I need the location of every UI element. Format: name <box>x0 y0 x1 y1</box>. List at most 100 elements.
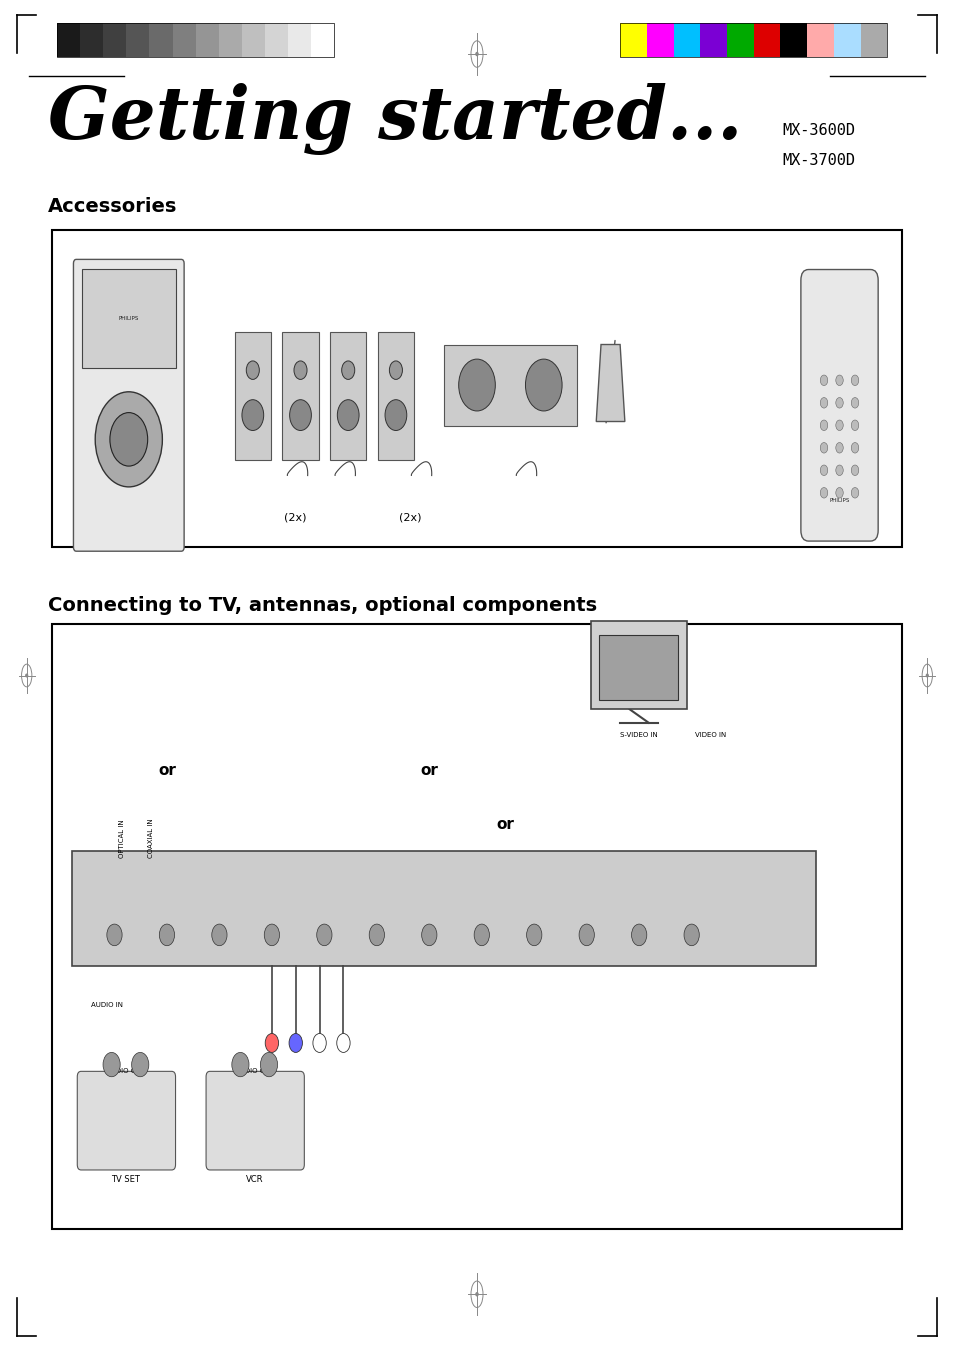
Circle shape <box>476 53 477 55</box>
Bar <box>172 23 195 57</box>
Circle shape <box>835 420 842 431</box>
Circle shape <box>850 420 858 431</box>
Circle shape <box>289 1034 302 1052</box>
FancyBboxPatch shape <box>77 1071 175 1170</box>
Circle shape <box>820 488 827 499</box>
Bar <box>218 23 241 57</box>
Bar <box>57 23 334 57</box>
Circle shape <box>631 924 646 946</box>
Circle shape <box>850 488 858 499</box>
Text: AUDIO IN: AUDIO IN <box>91 1002 123 1008</box>
Bar <box>126 23 150 57</box>
Bar <box>780 23 806 57</box>
Text: AUDIO OUT: AUDIO OUT <box>234 1069 274 1074</box>
Bar <box>619 23 886 57</box>
Bar <box>806 23 833 57</box>
FancyBboxPatch shape <box>206 1071 304 1170</box>
Circle shape <box>835 376 842 385</box>
Circle shape <box>820 465 827 476</box>
Circle shape <box>232 1052 249 1077</box>
Bar <box>288 23 311 57</box>
Circle shape <box>336 1034 350 1052</box>
Text: MX-3700D: MX-3700D <box>781 153 855 168</box>
Circle shape <box>925 674 927 677</box>
Bar <box>860 23 886 57</box>
Circle shape <box>389 361 402 380</box>
Polygon shape <box>591 621 686 709</box>
Circle shape <box>369 924 384 946</box>
Bar <box>619 23 646 57</box>
Polygon shape <box>596 345 624 422</box>
Text: OPTICAL IN: OPTICAL IN <box>119 819 125 858</box>
Bar <box>311 23 334 57</box>
Circle shape <box>313 1034 326 1052</box>
Text: VCR: VCR <box>246 1175 263 1185</box>
Circle shape <box>337 400 358 431</box>
Text: S-VIDEO IN: S-VIDEO IN <box>619 732 658 738</box>
Circle shape <box>835 488 842 499</box>
Text: (2x): (2x) <box>284 513 307 523</box>
Bar <box>598 635 678 700</box>
Circle shape <box>341 361 355 380</box>
Bar <box>377 332 414 461</box>
Bar <box>264 23 288 57</box>
Bar <box>52 624 901 1229</box>
Circle shape <box>835 443 842 453</box>
Circle shape <box>474 924 489 946</box>
Circle shape <box>850 465 858 476</box>
Bar <box>726 23 753 57</box>
FancyBboxPatch shape <box>800 270 877 542</box>
Text: Accessories: Accessories <box>48 197 177 216</box>
Circle shape <box>110 412 148 466</box>
Circle shape <box>820 397 827 408</box>
Circle shape <box>820 376 827 385</box>
Circle shape <box>835 397 842 408</box>
Bar <box>282 332 318 461</box>
Bar <box>80 23 103 57</box>
Bar <box>82 269 176 369</box>
Circle shape <box>476 1293 477 1296</box>
Circle shape <box>242 400 263 431</box>
Text: Getting started...: Getting started... <box>48 84 741 155</box>
Circle shape <box>850 397 858 408</box>
Bar <box>646 23 673 57</box>
Circle shape <box>265 1034 278 1052</box>
Circle shape <box>421 924 436 946</box>
Circle shape <box>578 924 594 946</box>
Bar <box>57 23 80 57</box>
Text: VIDEO IN: VIDEO IN <box>695 732 725 738</box>
Circle shape <box>103 1052 120 1077</box>
Bar <box>52 230 901 547</box>
Text: COAXIAL IN: COAXIAL IN <box>148 819 153 858</box>
Text: PHILIPS: PHILIPS <box>828 497 849 503</box>
Circle shape <box>290 400 311 431</box>
Circle shape <box>26 674 28 677</box>
Bar <box>673 23 700 57</box>
Circle shape <box>820 443 827 453</box>
Circle shape <box>683 924 699 946</box>
Circle shape <box>95 392 162 486</box>
Bar <box>234 332 271 461</box>
Text: AUDIO OUT: AUDIO OUT <box>106 1069 146 1074</box>
Circle shape <box>107 924 122 946</box>
Circle shape <box>525 359 561 411</box>
Bar <box>833 23 860 57</box>
Circle shape <box>316 924 332 946</box>
Bar <box>330 332 366 461</box>
Circle shape <box>246 361 259 380</box>
Bar <box>753 23 780 57</box>
Circle shape <box>526 924 541 946</box>
Text: TV SET: TV SET <box>112 1175 140 1185</box>
Circle shape <box>264 924 279 946</box>
Circle shape <box>850 376 858 385</box>
Text: or: or <box>497 816 514 832</box>
Circle shape <box>385 400 406 431</box>
Text: MX-3600D: MX-3600D <box>781 123 855 138</box>
Circle shape <box>458 359 495 411</box>
Bar <box>241 23 264 57</box>
Circle shape <box>260 1052 277 1077</box>
Text: or: or <box>158 762 175 778</box>
Text: or: or <box>420 762 437 778</box>
Bar <box>71 851 815 966</box>
Circle shape <box>850 443 858 453</box>
